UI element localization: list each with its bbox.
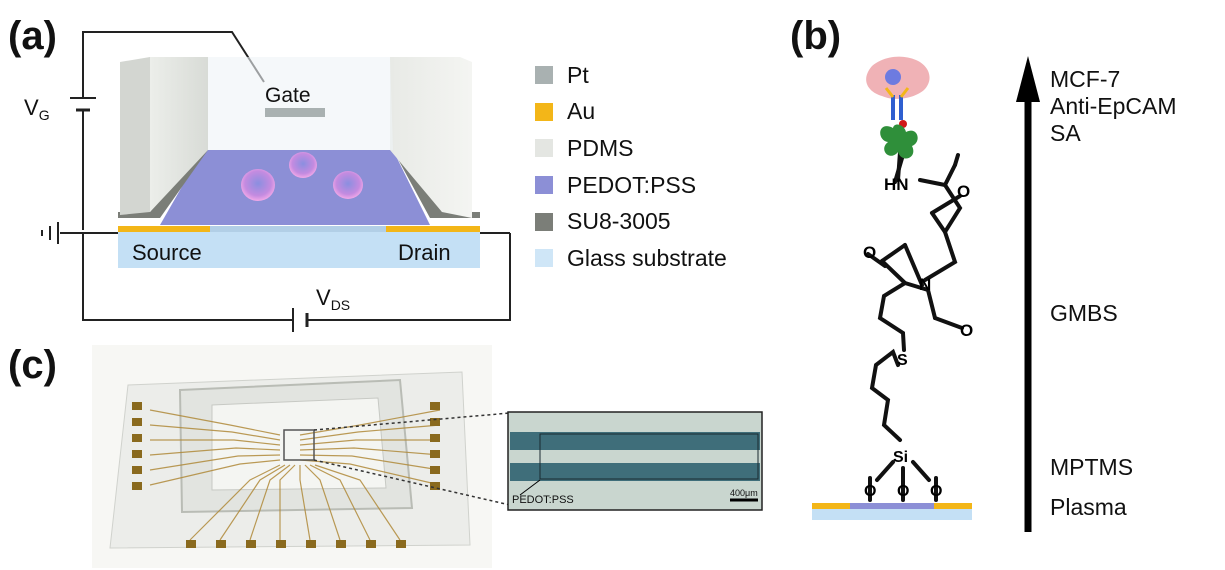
panel-label-a: (a) [8,14,57,58]
electrode-traces [149,409,441,541]
scale-bar-label: 400μm [730,488,758,498]
pt-gate-electrode [265,108,325,117]
legend-item: Au [535,94,727,131]
legend-swatch [535,139,553,158]
legend-label: Au [567,98,596,125]
functionalized-substrate [812,503,972,520]
channel-region [283,429,315,461]
legend-item: PEDOT:PSS [535,167,727,204]
stage-gmbs: GMBS [1050,300,1118,326]
legend-label: SU8-3005 [567,208,671,235]
legend-swatch [535,102,553,121]
pdms-walls [120,57,472,218]
cell-antibody-streptavidin [866,56,930,159]
vg-label: VG [24,95,50,123]
zoom-line-top [313,412,511,431]
surface-chemistry-diagram: HN O O N O S Si O O O [812,56,1040,532]
legend-item: PDMS [535,130,727,167]
molecule-bonds [866,146,964,502]
atom-si: Si [893,449,908,466]
micrograph-inset [507,411,763,511]
stage-sa: SA [1050,120,1081,146]
stage-mcf7: MCF-7 [1050,66,1121,92]
circuit-wires [60,31,511,321]
atom-o1: O [957,182,970,201]
stage-mptms: MPTMS [1050,454,1134,480]
legend-item: Pt [535,57,727,94]
legend-swatch [535,176,553,195]
legend-label: PEDOT:PSS [567,171,697,198]
atom-o4: O [864,483,876,500]
pdms-block [178,378,414,514]
legend-label: Pt [567,61,589,88]
stage-labels-top: MCF-7 Anti-EpCAM SA [1050,66,1177,147]
source-electrode [118,226,210,232]
panel-label-c: (c) [8,343,57,387]
drain-voltage-source [292,308,309,332]
legend-swatch [535,66,553,85]
materials-legend: Pt Au PDMS PEDOT:PSS SU8-3005 Glass substrate [535,57,727,277]
source-label: Source [132,240,202,265]
atom-n: N [919,275,931,294]
device-photo: PEDOT:PSS 400μm [90,345,780,568]
atom-s: S [897,352,908,369]
ground-symbol [41,222,59,244]
gate-voltage-source [70,97,96,112]
legend-item: Glass substrate [535,240,727,277]
stage-anti-epcam: Anti-EpCAM [1050,93,1177,119]
atom-o6: O [930,483,942,500]
atom-o2: O [863,243,876,262]
atom-o5: O [897,483,909,500]
contact-pads [132,402,440,548]
vds-label: VDS [316,285,350,313]
captured-cells [241,152,363,201]
inset-pedot-label: PEDOT:PSS [512,494,574,506]
panel-label-b: (b) [790,14,842,58]
legend-label: Glass substrate [567,244,727,271]
legend-swatch [535,249,553,268]
gate-label: Gate [265,84,311,107]
legend-item: SU8-3005 [535,203,727,240]
drain-electrode [386,226,480,232]
pedot-pss-channel [160,150,430,225]
atom-o3: O [960,321,973,340]
atom-hn: HN [884,175,909,194]
legend-label: PDMS [567,134,634,161]
drain-label: Drain [398,240,451,265]
legend-swatch [535,212,553,231]
assembly-arrow [1016,56,1040,532]
device-schematic: Gate Source Drain VG VDS [24,31,511,332]
stage-plasma: Plasma [1050,494,1127,520]
